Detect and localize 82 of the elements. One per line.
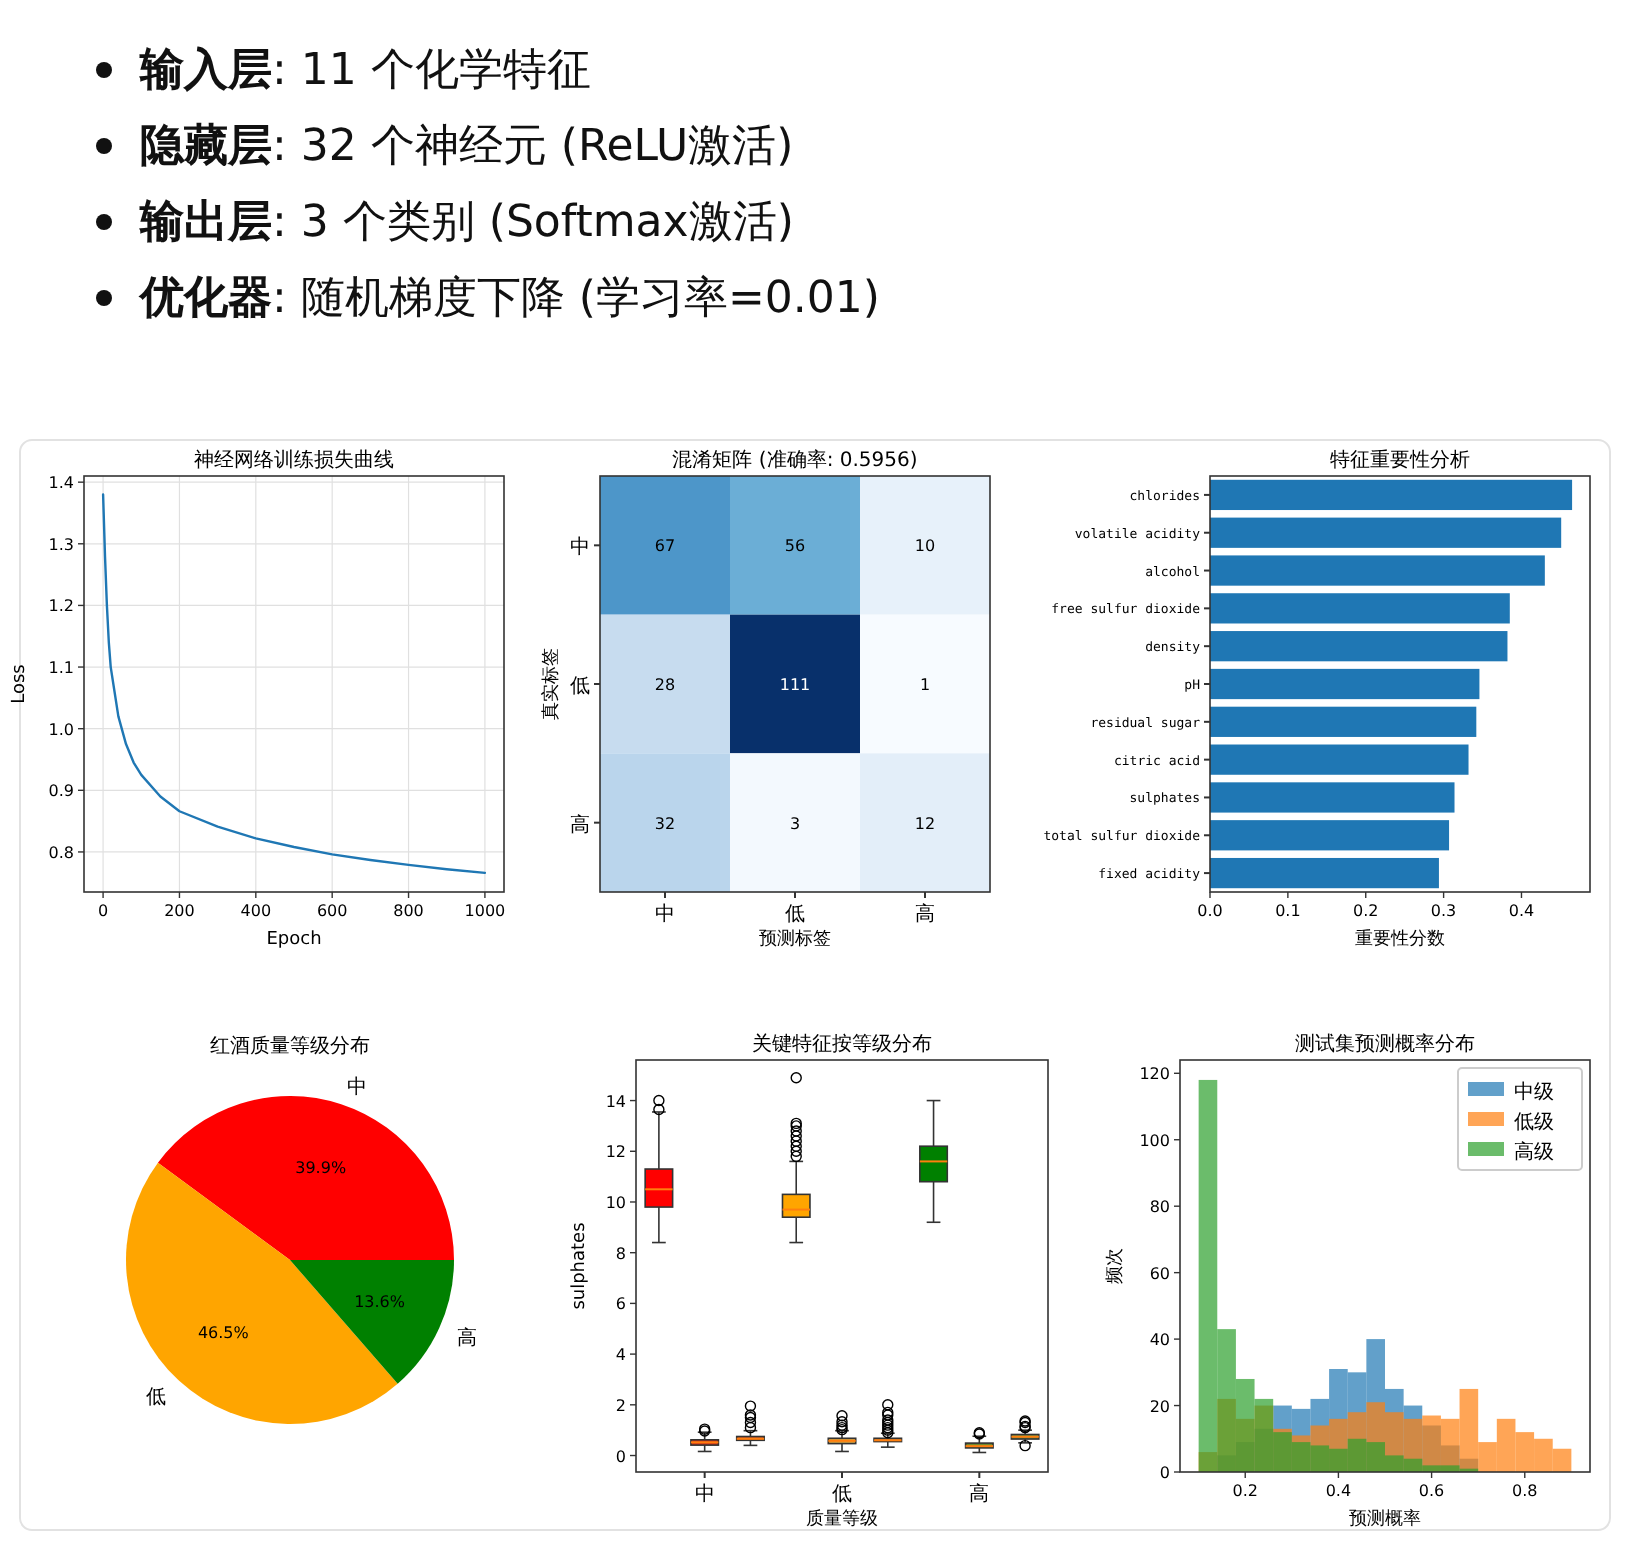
y-tick-label: 60 [1149,1264,1170,1283]
y-tick-label: 1.3 [48,535,74,554]
y-tick-label: 14 [605,1092,626,1111]
y-axis-title: 频次 [1104,1248,1126,1284]
slice-label: 中 [347,1075,368,1100]
y-tick-label: 20 [1149,1397,1170,1416]
x-tick-label: 低 [785,904,805,926]
x-tick-label: 200 [164,902,195,920]
chart-title: 混淆矩阵 (准确率: 0.5956) [672,448,918,472]
y-tick-label: 0 [615,1447,626,1466]
y-tick-label: 0 [1159,1464,1170,1482]
text: 输出层: 3 个类别 (Softmax激活) [138,198,794,248]
chart-title: 神经网络训练损失曲线 [194,448,394,472]
x-tick-label: 低 [832,1484,852,1506]
x-tick-label: 0.1 [1275,902,1301,920]
y-tick-label: 1.2 [48,597,74,616]
y-tick-label: 80 [1149,1198,1170,1217]
x-tick-label: 400 [240,902,272,920]
data-label: 67 [654,537,676,556]
x-tick-label: 0.8 [1512,1482,1538,1500]
y-tick-label: 100 [1139,1131,1170,1150]
x-tick-label: 0.0 [1197,902,1223,920]
x-tick-label: 0.2 [1353,902,1379,920]
y-axis-title: 真实标签 [540,648,562,720]
y-tick-label: 中 [570,535,590,560]
x-tick-label: 高 [915,902,935,926]
x-tick-label: 高 [969,1482,990,1506]
x-axis-title: Epoch [266,930,322,950]
x-axis-title: 预测概率 [1349,1508,1421,1530]
y-tick-label: 1.1 [48,659,74,678]
chart-title: 特征重要性分析 [1330,448,1470,472]
slice-label: 低 [145,1387,166,1410]
x-tick-label: 1000 [464,902,506,920]
x-tick-label: 800 [393,902,424,920]
x-tick-label: 中 [655,902,675,926]
y-tick-label: 高 [570,812,590,837]
chart-title: 红酒质量等级分布 [210,1034,370,1058]
data-label: 56 [784,537,806,556]
y-tick-label: 10 [605,1193,626,1212]
data-label: 10 [914,537,936,556]
legend-label: 高级 [1514,1140,1554,1164]
slice-label: 高 [457,1326,478,1351]
y-tick-label: 12 [605,1143,626,1162]
data-label: 32 [654,814,676,833]
data-label: 28 [654,676,676,694]
legend-label: 低级 [1514,1110,1554,1134]
x-tick-label: 600 [316,902,348,920]
data-label: 3 [789,814,801,833]
x-tick-label: 0.4 [1325,1482,1352,1500]
x-axis-title: 重要性分数 [1355,928,1445,950]
y-tick-label: 1.0 [48,720,74,739]
x-tick-label: 0 [98,902,109,920]
legend-label: 中级 [1514,1080,1554,1104]
y-tick-label: 0.9 [48,782,74,801]
y-tick-label: 2 [615,1396,626,1415]
x-tick-label: 0.2 [1232,1482,1258,1500]
y-tick-label: 120 [1139,1065,1170,1084]
x-tick-label: 中 [694,1482,715,1506]
y-tick-label: 0.8 [48,843,74,862]
text: 优化器: 随机梯度下降 (学习率=0.01) [138,274,880,324]
chart-title: 测试集预测概率分布 [1295,1032,1475,1056]
y-tick-label: 1.4 [48,474,74,493]
x-axis-title: 质量等级 [806,1508,878,1530]
y-tick-label: 40 [1149,1331,1170,1350]
y-tick-label: 低 [570,676,590,698]
data-label: 1 [919,676,931,694]
data-label: 46.5% [197,1324,250,1343]
data-label: 111 [779,676,811,694]
x-axis-title: 预测标签 [759,928,831,950]
y-tick-label: 4 [615,1346,626,1365]
y-tick-label: 8 [615,1244,626,1263]
x-tick-label: 0.6 [1418,1482,1445,1500]
data-label: 12 [914,814,936,833]
text: 输入层: 11 个化学特征 [138,46,591,96]
data-label: 39.9% [295,1158,347,1177]
data-label: 13.6% [354,1292,406,1311]
x-tick-label: 0.4 [1508,902,1535,920]
x-tick-label: 0.3 [1430,902,1457,920]
chart-title: 关键特征按等级分布 [752,1032,932,1056]
y-tick-label: 6 [615,1295,626,1314]
text: 隐藏层: 32 个神经元 (ReLU激活) [140,122,794,172]
y-axis-title: Loss [10,663,30,704]
